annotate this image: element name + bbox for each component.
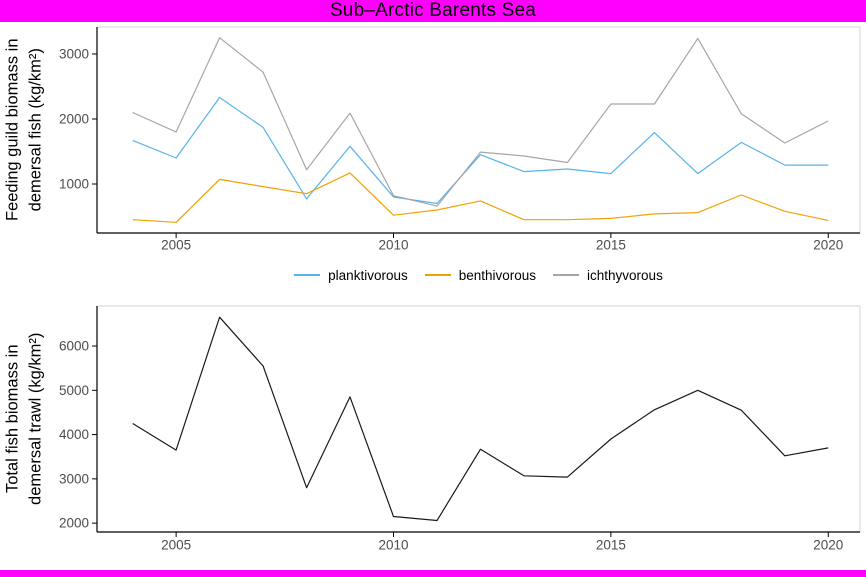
series-line-total [132, 316, 829, 522]
figure-title-bar: Sub–Arctic Barents Sea [0, 0, 866, 22]
series-line-ichthyvorous [132, 37, 829, 207]
x-tick-label: 2005 [161, 238, 191, 253]
figure-title: Sub–Arctic Barents Sea [329, 0, 537, 21]
legend: planktivorous benthivorous ichthyvorous [97, 266, 860, 284]
legend-item-ichthyvorous: ichthyvorous [553, 268, 663, 283]
legend-item-planktivorous: planktivorous [294, 268, 408, 283]
x-tick-label: 2015 [596, 538, 626, 553]
y-tick-label: 1000 [59, 177, 89, 192]
series-line-planktivorous [132, 96, 829, 205]
legend-label: ichthyvorous [587, 267, 663, 283]
y-tick-label: 3000 [59, 47, 89, 62]
legend-line-swatch-ichthyvorous [553, 274, 580, 276]
x-tick-label: 2010 [378, 238, 408, 253]
y-tick-label: 5000 [59, 383, 89, 398]
legend-label: benthivorous [458, 267, 537, 283]
legend-line-swatch-benthivorous [424, 274, 451, 276]
y-tick-label: 3000 [59, 471, 89, 486]
legend-line-swatch-planktivorous [294, 274, 321, 276]
panel-border [96, 26, 861, 234]
x-tick-label: 2020 [813, 538, 843, 553]
series-line-benthivorous [132, 172, 829, 223]
legend-item-benthivorous: benthivorous [424, 267, 537, 283]
x-tick-label: 2020 [813, 238, 843, 253]
x-tick-label: 2010 [378, 538, 408, 553]
x-tick-label: 2015 [596, 238, 626, 253]
y-tick-label: 4000 [59, 427, 89, 442]
y-tick-label: 6000 [59, 339, 89, 354]
legend-label: planktivorous [328, 267, 408, 283]
y-tick-label: 2000 [59, 112, 89, 127]
x-tick-label: 2005 [161, 538, 191, 553]
figure-bottom-bar [0, 570, 866, 577]
panel-border [96, 305, 861, 533]
y-tick-label: 2000 [59, 516, 89, 531]
